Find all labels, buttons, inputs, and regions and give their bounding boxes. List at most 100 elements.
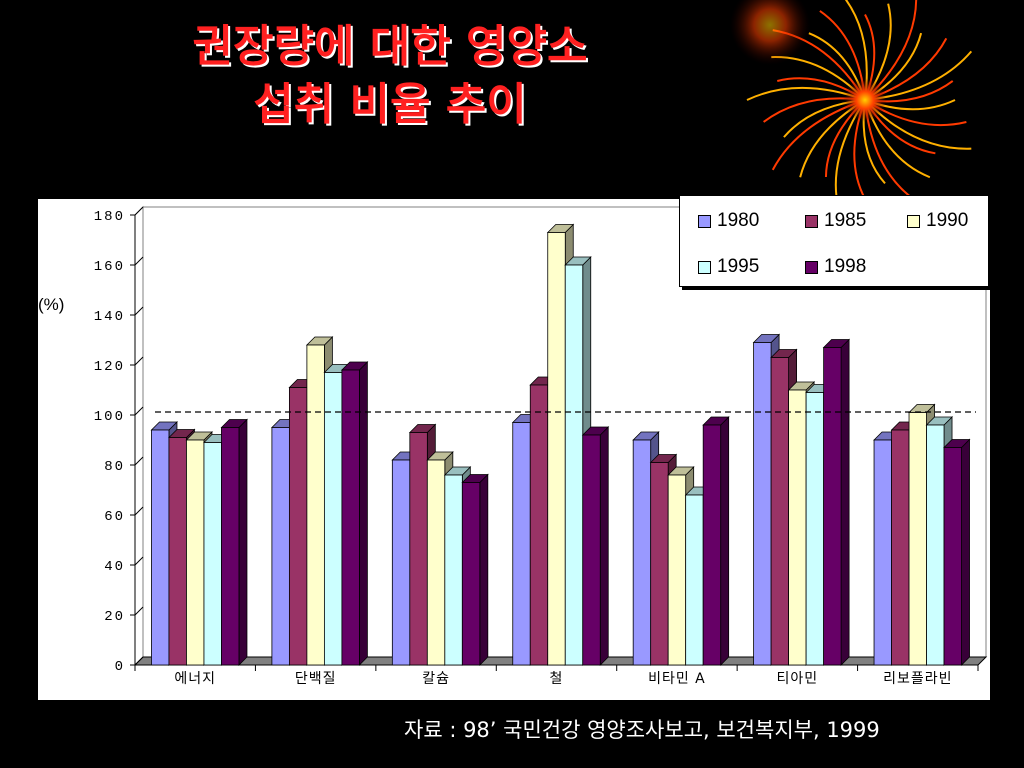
chart-panel: 0 20 40 60 80 100 120 140 160 180 에너지 단백질 칼슘 철 비타민 A 티아… [38,195,990,700]
legend-swatch [698,214,711,228]
y-axis-label: (%) [38,295,65,314]
bar-front [341,369,360,666]
bar-front [788,389,807,666]
bar-front [426,459,446,666]
bar-front [461,482,481,666]
bar-front [168,437,187,666]
chart-legend: 1980 1985 1990 1995 1998 [679,195,989,287]
y-tick-depth [134,306,144,316]
x-tick-label: 티아민 [777,671,819,687]
bar-front [770,357,790,666]
bar-front [908,412,927,666]
y-tick-label: 100 [94,409,125,425]
legend-item: 1995 [698,256,759,278]
legend-swatch [698,260,711,274]
bar-side [599,426,609,666]
y-tick-depth [134,356,144,366]
bar-front [564,264,584,666]
x-tick-label: 비타민 A [648,671,706,687]
bar-front [186,439,205,666]
x-tick-label: 칼슘 [422,671,450,687]
y-tick-label: 160 [94,259,125,275]
bar [461,473,489,666]
bar-front [529,384,549,666]
y-tick-label: 180 [94,209,125,225]
y-tick-label: 80 [104,459,125,475]
bar-front [753,342,772,666]
legend-swatch [907,214,920,228]
bar-front [873,439,892,666]
y-tick-depth [134,506,144,516]
bar-side [358,361,368,666]
legend-item: 1985 [805,210,866,232]
bar-front [685,494,704,666]
legend-item: 1998 [805,256,866,278]
bar-side [238,418,248,666]
x-tick-label: 에너지 [174,671,216,687]
bar-front [512,422,531,666]
y-tick-depth [134,256,144,266]
y-tick-label: 0 [115,659,125,675]
bar-front [151,429,170,666]
legend-item: 1990 [907,210,968,232]
bar-side [961,438,970,666]
bar-front [306,344,325,666]
bar-front [271,427,290,666]
bar [943,438,971,666]
x-tick-label: 리보플라빈 [883,671,952,687]
slide-title: 권장량에 대한 영양소 섭취 비율 추이 [60,18,720,134]
bar-front [702,424,722,666]
y-tick-depth [134,656,144,666]
bar-side [840,338,850,666]
title-line-1: 권장량에 대한 영양소 [192,21,588,72]
bar-front [805,392,825,666]
source-note: 자료 : 98’ 국민건강 영양조사보고, 보건복지부, 1999 [404,718,880,742]
legend-label: 1990 [926,210,969,231]
y-tick-label: 60 [104,509,125,525]
bar [822,338,851,666]
y-tick-label: 120 [94,359,125,375]
bar-front [409,432,428,666]
legend-swatch [805,260,818,274]
y-tick-depth [134,206,144,216]
bar-side [479,473,489,666]
legend-swatch [805,214,818,228]
bar-front [444,474,463,666]
legend-label: 1980 [717,210,760,231]
bar-front [391,459,411,666]
y-tick-label: 20 [104,609,125,625]
bar-front [582,434,601,666]
bar-front [288,387,308,666]
bar-front [667,474,687,666]
x-tick-label: 단백질 [295,671,337,687]
legend-label: 1995 [717,256,760,277]
bar [702,416,730,666]
y-tick-depth [134,556,144,566]
y-tick-depth [134,456,144,466]
bar [581,426,610,666]
bar-side [720,416,730,666]
bar-chart: 0 20 40 60 80 100 120 140 160 180 에너지 단백질 칼슘 철 비타민 A 티아… [94,205,988,687]
bar [220,418,248,666]
bar-front [943,447,962,666]
y-tick-label: 40 [104,559,125,575]
y-tick-depth [134,606,144,616]
bar-front [650,462,669,666]
bar-front [203,442,222,666]
bar [340,361,369,666]
legend-label: 1985 [824,210,867,231]
legend-item: 1980 [698,210,759,232]
x-tick-label: 철 [550,671,564,687]
bar-front [926,424,945,666]
bar-front [323,372,343,666]
bar-front [221,427,240,666]
bar-front [823,347,842,666]
plot-side-wall [134,205,144,667]
firework-decoration [730,0,973,210]
y-tick-label: 140 [94,309,125,325]
bar-front [547,232,566,666]
bar-front [632,439,652,666]
y-tick-depth [134,406,144,416]
legend-label: 1998 [824,256,867,277]
bar-front [891,429,910,666]
